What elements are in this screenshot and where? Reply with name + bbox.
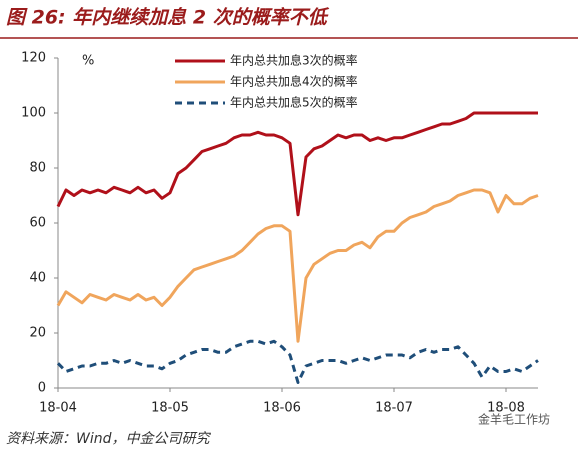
y-tick-label: 120 (21, 51, 46, 66)
legend-label: 年内总共加息4次的概率 (230, 74, 358, 89)
y-tick-label: 60 (29, 216, 46, 231)
y-tick-label: 40 (29, 271, 46, 286)
x-tick-label: 18-08 (487, 401, 525, 416)
series-line (56, 111, 538, 217)
chart-title: 图 26: 年内继续加息 2 次的概率不低 (6, 7, 330, 29)
source: 资料来源：Wind，中金公司研究 (6, 431, 211, 447)
x-tick-label: 18-06 (263, 401, 301, 416)
x-tick-label: 18-07 (375, 401, 413, 416)
y-tick-label: 100 (21, 106, 46, 121)
y-tick-label: 80 (29, 161, 46, 176)
y-unit: % (82, 54, 94, 69)
series-line (56, 188, 539, 343)
y-tick-label: 20 (29, 326, 46, 341)
x-tick-label: 18-04 (39, 401, 77, 416)
x-tick-label: 18-05 (151, 401, 189, 416)
y-tick-label: 0 (38, 381, 46, 396)
watermark: 金羊毛工作坊 (478, 412, 550, 427)
legend-label: 年内总共加息5次的概率 (230, 95, 358, 110)
series-line (56, 339, 539, 384)
legend-label: 年内总共加息3次的概率 (230, 53, 358, 68)
